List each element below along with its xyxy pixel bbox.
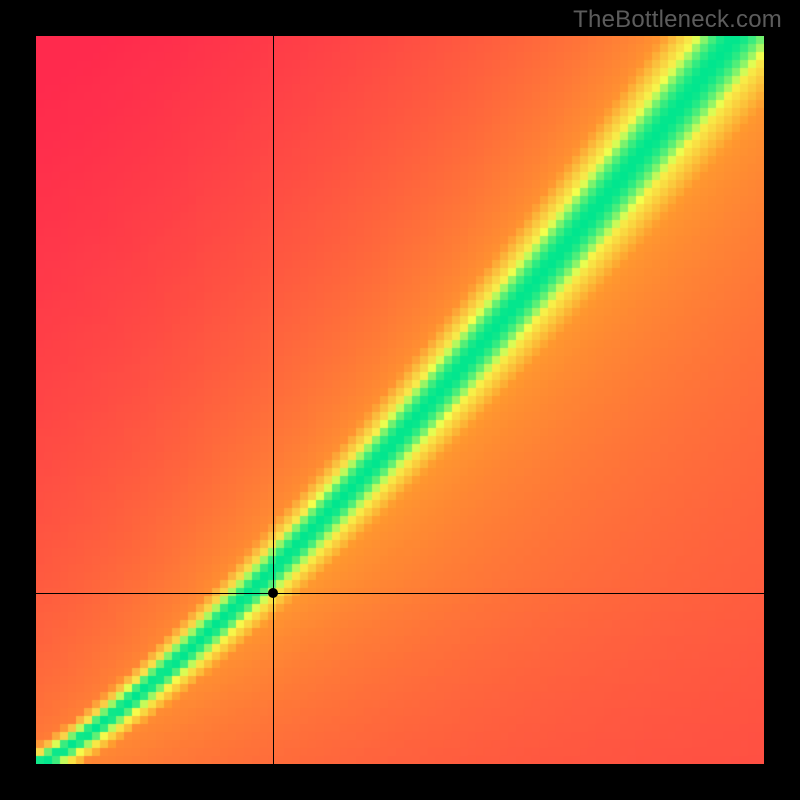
crosshair-horizontal — [36, 593, 764, 594]
watermark-text: TheBottleneck.com — [573, 6, 782, 34]
selection-point — [268, 588, 278, 598]
plot-area — [36, 36, 764, 764]
chart-container: TheBottleneck.com — [0, 0, 800, 800]
heatmap-canvas — [36, 36, 764, 764]
crosshair-vertical — [273, 36, 274, 764]
